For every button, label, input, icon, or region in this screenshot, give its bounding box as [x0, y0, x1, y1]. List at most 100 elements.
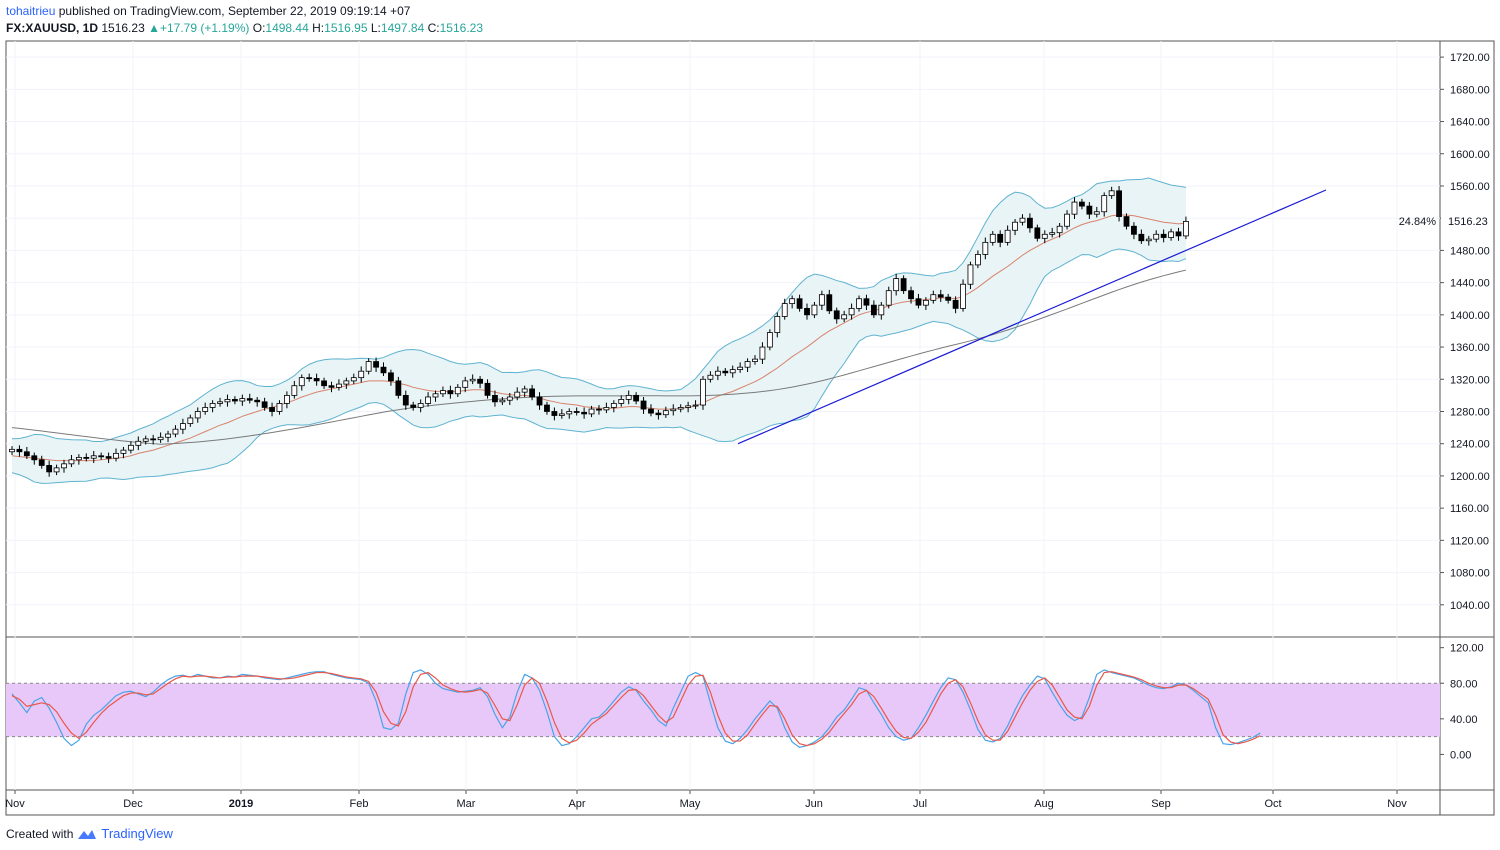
time-tick-label: Oct	[1264, 798, 1281, 810]
candle-body	[536, 396, 543, 406]
candle-body	[529, 388, 535, 398]
candle-body	[46, 465, 53, 473]
candle-body	[105, 456, 112, 459]
candle-body	[157, 436, 164, 441]
candle-body	[150, 438, 157, 441]
candle-body	[811, 304, 818, 316]
tradingview-logo-icon	[78, 829, 97, 839]
symbol-name[interactable]: FX:XAUUSD, 1D	[6, 21, 99, 35]
time-tick-label: Nov	[5, 798, 25, 810]
candle-body	[194, 411, 201, 419]
candle-body	[759, 346, 766, 360]
candle-body	[1160, 233, 1167, 238]
close-value: 1516.23	[439, 21, 484, 35]
time-tick-label: May	[680, 798, 701, 810]
candle-body	[1138, 233, 1145, 242]
candle-body	[544, 404, 550, 412]
price-tick-label: 1080.00	[1450, 568, 1490, 580]
candle-body	[603, 407, 610, 411]
candle-body	[120, 449, 127, 454]
candle-body	[202, 407, 209, 412]
price-tick-label: 1440.00	[1450, 278, 1490, 290]
candle-body	[930, 294, 937, 301]
candle-body	[284, 394, 290, 404]
time-tick-label: Apr	[568, 798, 585, 810]
candle-body	[863, 298, 870, 306]
candle-body	[306, 377, 313, 380]
candle-body	[343, 380, 350, 385]
candle-body	[960, 283, 966, 309]
candle-body	[492, 394, 498, 403]
candle-body	[484, 382, 491, 396]
time-tick-label: Dec	[123, 798, 143, 810]
candle-body	[856, 298, 862, 309]
candle-body	[662, 410, 669, 416]
candle-body	[499, 399, 506, 403]
time-tick-label: 2019	[229, 798, 253, 810]
candle-body	[432, 393, 439, 398]
time-tick-label: Jul	[913, 798, 927, 810]
candle-body	[440, 390, 446, 395]
candle-body	[187, 417, 194, 424]
percent-label: 24.84%	[1399, 216, 1437, 228]
candle-body	[915, 298, 922, 306]
candle-body	[714, 370, 721, 376]
candle-body	[9, 448, 15, 453]
created-with-text: Created with	[6, 826, 74, 841]
price-tick-label: 1160.00	[1450, 503, 1489, 515]
candle-body	[61, 463, 67, 469]
chart-frame	[5, 40, 1495, 816]
candle-body	[276, 403, 283, 412]
tradingview-brand[interactable]: TradingView	[101, 826, 173, 841]
candle-body	[1123, 216, 1130, 227]
candle-body	[945, 296, 952, 301]
candle-body	[922, 299, 929, 306]
candle-body	[677, 407, 684, 410]
candle-body	[98, 455, 105, 458]
candle-body	[269, 407, 275, 412]
candle-body	[870, 304, 877, 316]
candle-body	[514, 391, 521, 398]
candle-body	[967, 264, 974, 285]
candle-body	[261, 401, 268, 408]
candle-body	[506, 396, 513, 401]
high-value: 1516.95	[324, 21, 368, 35]
author-link[interactable]: tohaitrieu	[6, 4, 56, 18]
bollinger-fill	[12, 177, 1186, 484]
stochastic-d-line	[11, 671, 1261, 747]
candle-body	[23, 451, 30, 457]
candle-body	[744, 361, 751, 368]
candle-body	[358, 370, 365, 379]
candle-body	[566, 411, 573, 415]
candle-body	[692, 404, 699, 407]
price-tick-label: 1320.00	[1450, 374, 1490, 386]
candle-body	[68, 459, 75, 465]
stochastic-tick-label: 40.00	[1450, 714, 1478, 726]
time-tick-label: Jun	[805, 798, 823, 810]
candle-body	[841, 314, 848, 320]
candle-body	[1071, 201, 1078, 215]
candle-body	[410, 404, 417, 408]
price-tick-label: 1680.00	[1450, 84, 1490, 96]
candle-body	[113, 452, 119, 459]
candle-body	[655, 412, 662, 416]
candle-body	[477, 378, 483, 384]
candle-body	[142, 438, 149, 442]
candle-body	[707, 374, 714, 380]
last-price-box	[1441, 213, 1493, 230]
candle-body	[521, 388, 528, 393]
candle-body	[365, 361, 372, 372]
candle-body	[1153, 233, 1160, 240]
candle-body	[833, 310, 840, 320]
last-price-label: 1516.23	[1448, 216, 1488, 228]
candle-body	[893, 278, 900, 292]
candle-body	[796, 298, 803, 309]
candle-body	[737, 366, 744, 371]
candle-body	[722, 370, 729, 374]
candle-body	[313, 378, 320, 382]
candle-body	[298, 377, 305, 387]
price-tick-label: 1200.00	[1450, 471, 1490, 483]
candle-body	[640, 400, 647, 410]
candle-body	[469, 378, 476, 382]
